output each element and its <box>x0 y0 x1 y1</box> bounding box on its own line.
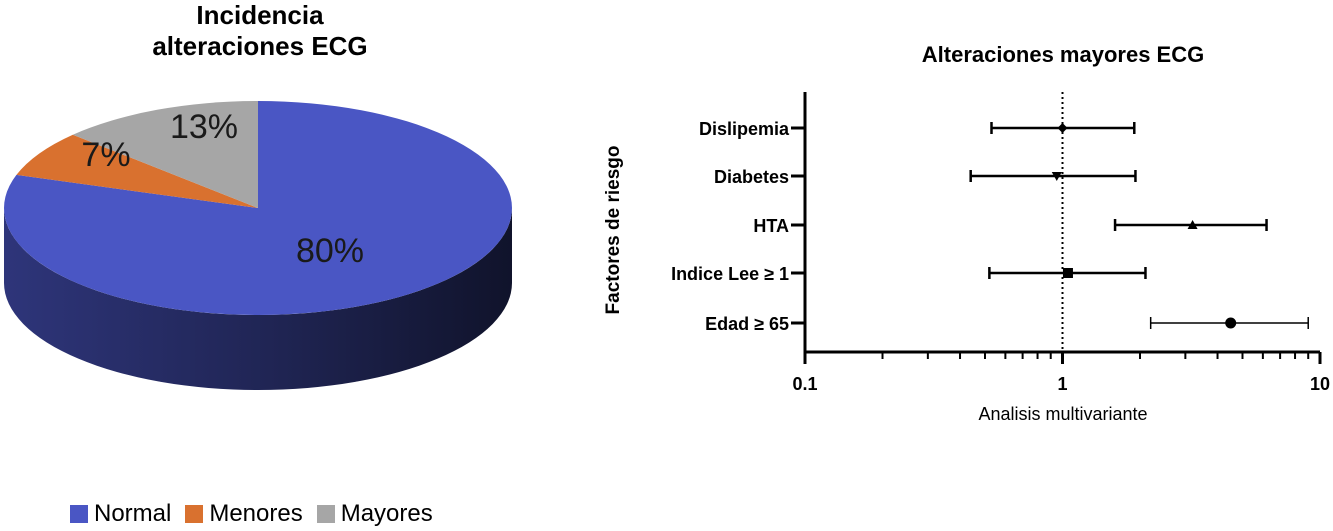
legend-label-mayores: Mayores <box>340 500 433 527</box>
forest-y-label: Factores de riesgo <box>603 146 624 315</box>
pie-legend: Normal Menores Mayores <box>70 500 447 528</box>
pie-chart-title: Incidencia alteraciones ECG <box>40 0 480 62</box>
forest-row: Diabetes <box>714 167 1137 187</box>
pie-label-mayores: 13% <box>170 108 238 146</box>
pie-chart-panel: Incidencia alteraciones ECG 80% 7% 13% Nor… <box>0 0 520 531</box>
estimate-marker-circle <box>1225 317 1237 329</box>
forest-x-label: Analisis multivariante <box>978 404 1147 424</box>
legend-item-normal: Normal <box>70 500 171 528</box>
y-tick-label: HTA <box>753 216 789 236</box>
pie-label-menores: 7% <box>81 136 130 174</box>
forest-row: Edad ≥ 65 <box>705 314 1309 334</box>
legend-item-mayores: Mayores <box>316 500 433 528</box>
legend-label-menores: Menores <box>209 500 303 527</box>
legend-swatch-normal <box>70 505 88 523</box>
pie-chart: 80% 7% 13% <box>3 101 513 390</box>
legend-swatch-mayores <box>316 505 335 523</box>
forest-row: HTA <box>753 216 1268 236</box>
forest-row: Indice Lee ≥ 1 <box>671 264 1147 284</box>
pie-title-line-2: alteraciones ECG <box>152 31 368 61</box>
estimate-marker-triangle-down <box>1051 172 1062 181</box>
y-tick-label: Edad ≥ 65 <box>705 314 789 334</box>
pie-slice-mayores <box>72 101 258 208</box>
forest-title: Alteraciones mayores ECG <box>922 42 1204 67</box>
y-tick-label: Dislipemia <box>699 119 790 139</box>
pie-title-line-1: Incidencia <box>196 0 324 30</box>
legend-item-menores: Menores <box>185 500 303 528</box>
y-tick-label: Diabetes <box>714 167 789 187</box>
forest-plot-panel: Alteraciones mayores ECG 0.1 1 10 Analisis m… <box>560 0 1333 531</box>
y-tick-label: Indice Lee ≥ 1 <box>671 264 789 284</box>
pie-label-normal: 80% <box>296 232 364 270</box>
pie-slice-menores <box>16 134 259 208</box>
estimate-marker-square <box>1062 268 1073 278</box>
forest-plot: Alteraciones mayores ECG 0.1 1 10 Analisis m… <box>603 42 1330 424</box>
x-tick-label: 0.1 <box>792 374 817 394</box>
pie-side-normal <box>4 208 512 390</box>
legend-label-normal: Normal <box>94 500 172 527</box>
x-tick-label: 10 <box>1310 374 1330 394</box>
legend-swatch-menores <box>185 505 204 523</box>
forest-row: Dislipemia <box>699 119 1136 139</box>
estimate-marker-triangle-up <box>1187 220 1198 229</box>
estimate-marker-diamond <box>1057 123 1068 133</box>
x-tick-label: 1 <box>1057 374 1067 394</box>
